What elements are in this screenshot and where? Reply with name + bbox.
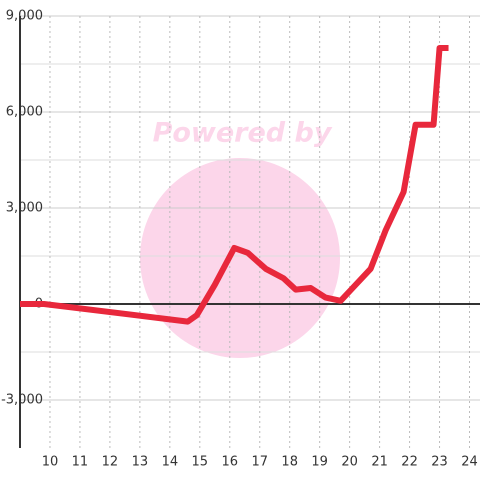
- x-tick-label: 16: [221, 455, 238, 470]
- x-tick-label: 14: [162, 455, 179, 470]
- x-tick-label: 17: [251, 455, 268, 470]
- x-tick-label: 12: [102, 455, 119, 470]
- y-tick-label: -3,000: [1, 393, 43, 408]
- x-tick-label: 21: [371, 455, 388, 470]
- x-tick-label: 23: [431, 455, 448, 470]
- x-tick-label: 13: [132, 455, 149, 470]
- x-tick-label: 22: [401, 455, 418, 470]
- x-tick-label: 15: [192, 455, 209, 470]
- y-tick-label: 9,000: [6, 9, 43, 24]
- x-tick-label: 20: [341, 455, 358, 470]
- x-tick-label: 19: [311, 455, 328, 470]
- y-tick-label: 3,000: [6, 201, 43, 216]
- series-line: [20, 45, 449, 325]
- x-tick-label: 18: [281, 455, 298, 470]
- x-tick-label: 24: [461, 455, 478, 470]
- y-tick-label: 6,000: [6, 105, 43, 120]
- x-tick-label: 10: [42, 455, 59, 470]
- watermark-text: Powered by: [153, 118, 333, 149]
- x-tick-label: 11: [72, 455, 89, 470]
